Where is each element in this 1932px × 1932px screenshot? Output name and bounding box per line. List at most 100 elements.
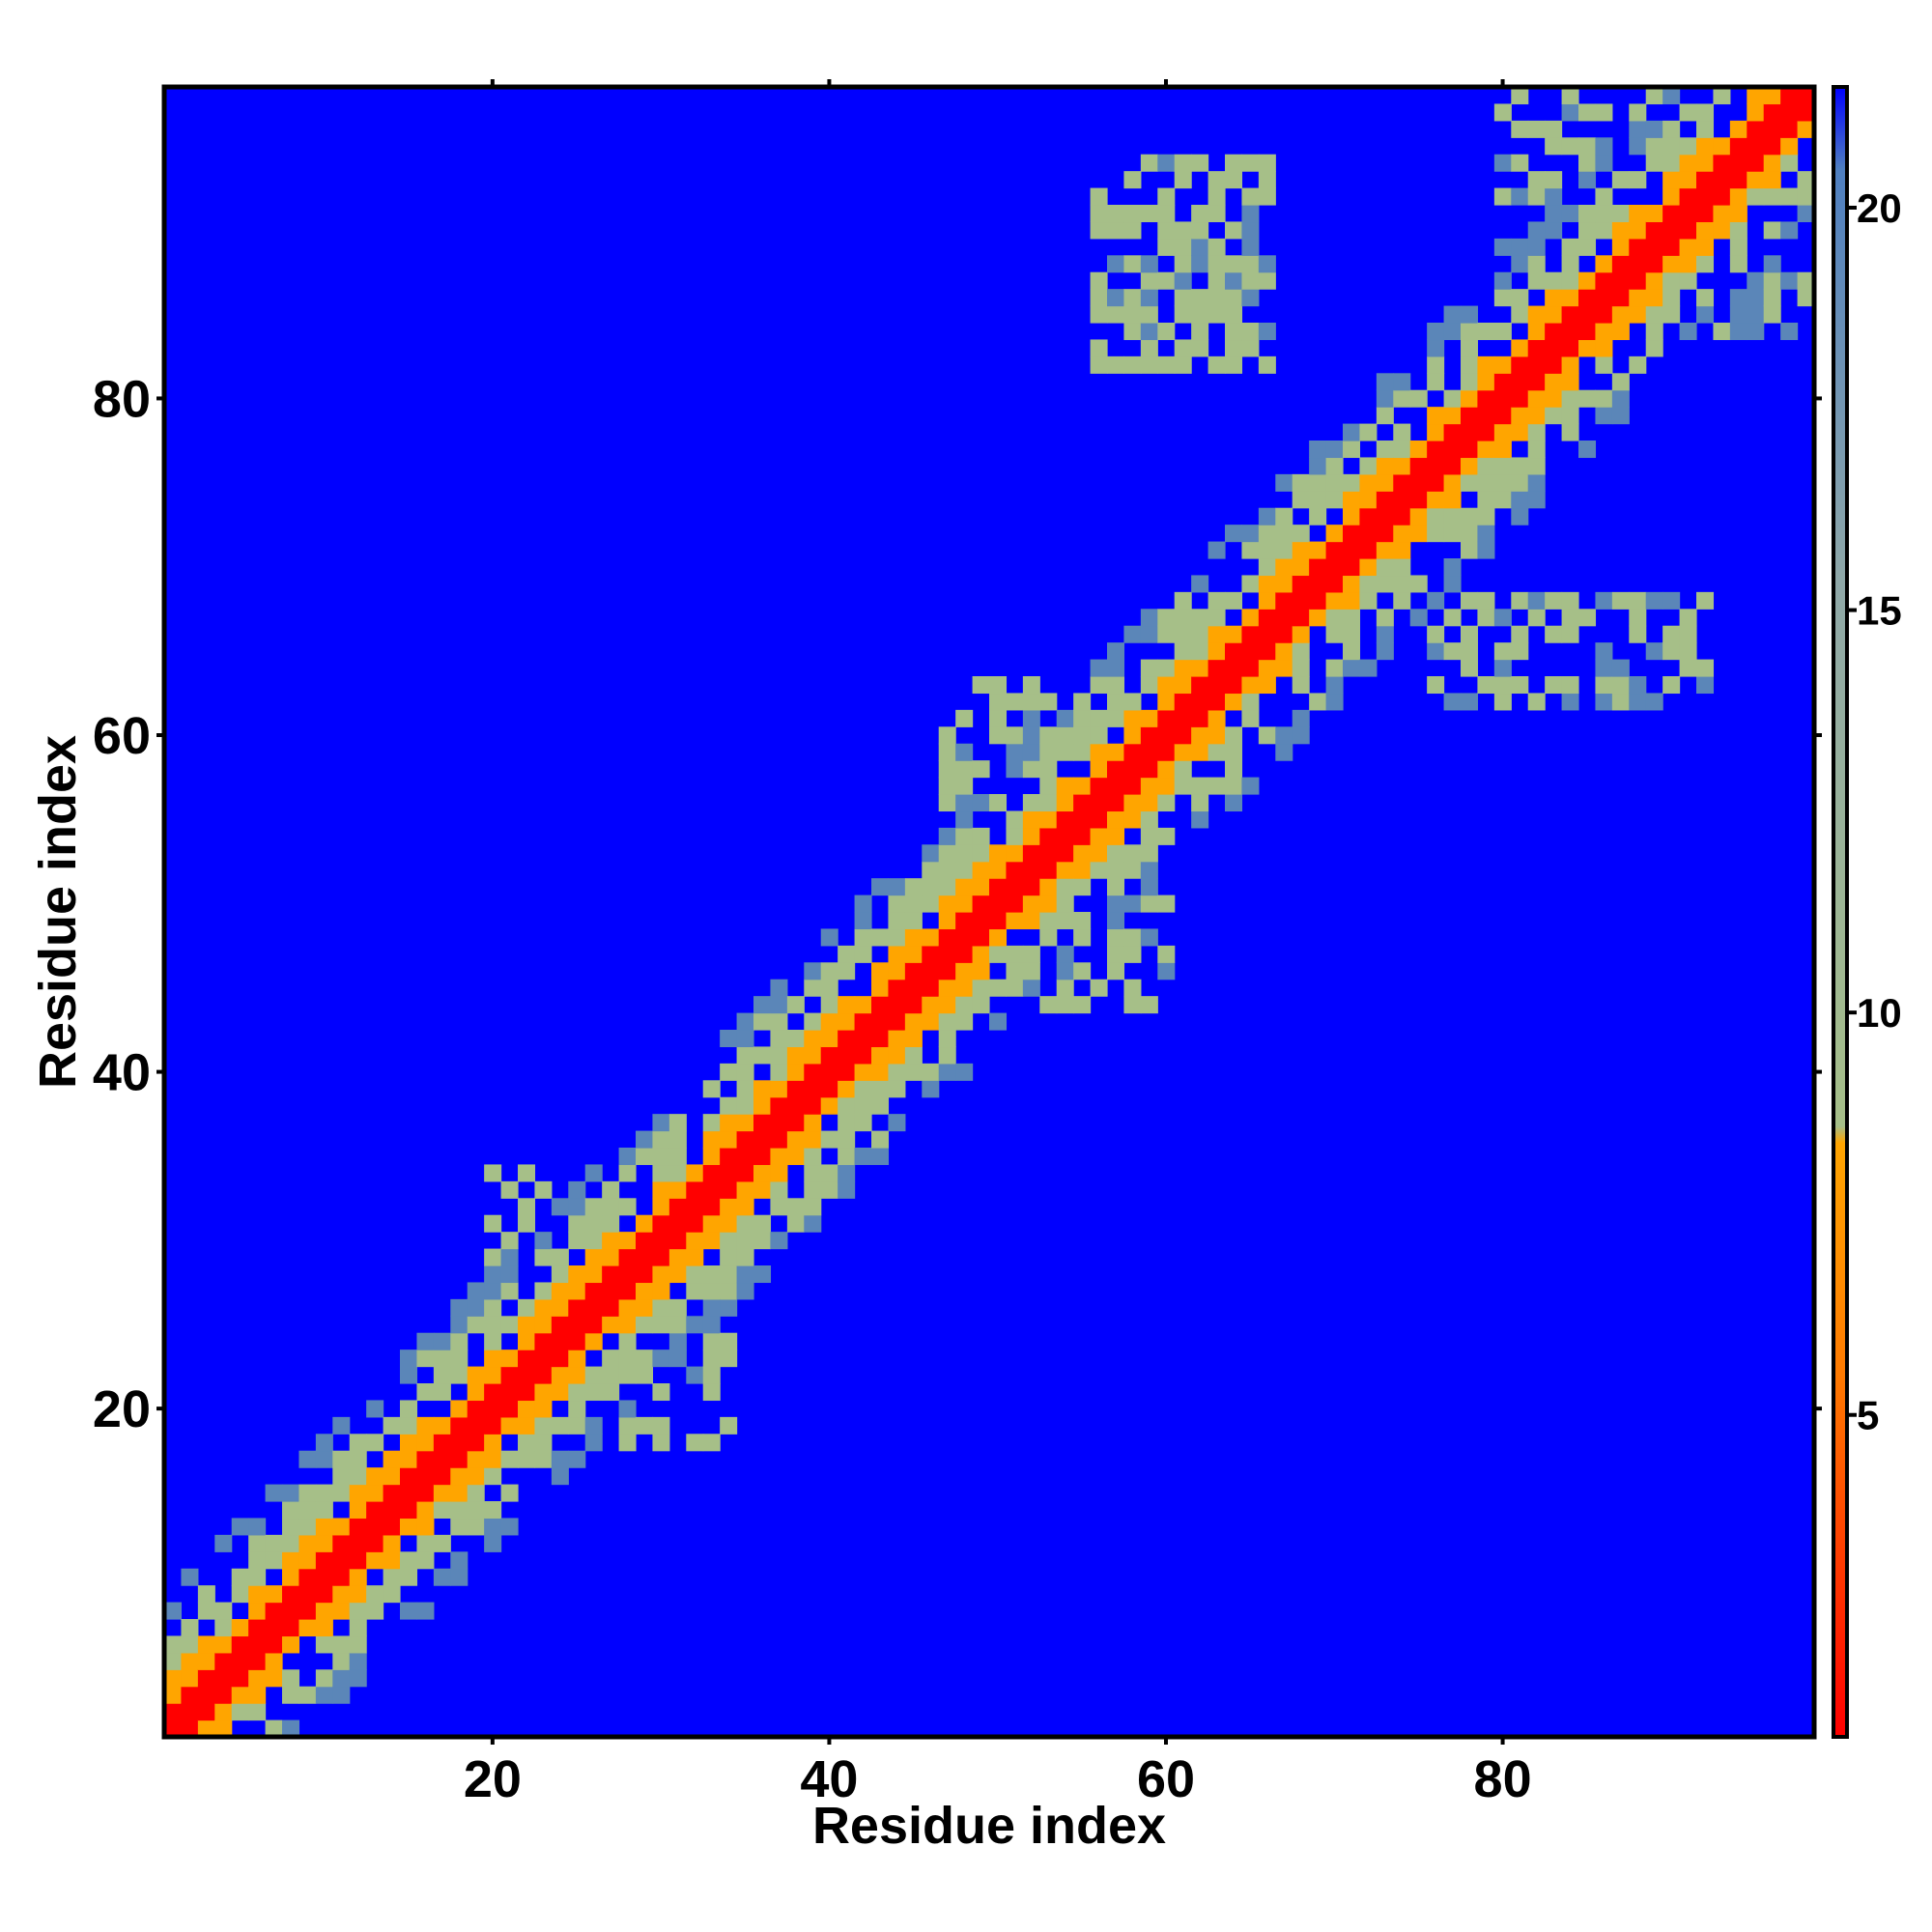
- heatmap-cell: [686, 1180, 704, 1199]
- heatmap-cell: [922, 962, 940, 980]
- heatmap-cell: [652, 1180, 670, 1199]
- heatmap-cell: [1477, 355, 1495, 374]
- heatmap-cell: [1679, 609, 1697, 627]
- heatmap-cell: [1140, 255, 1158, 273]
- heatmap-cell: [972, 760, 990, 779]
- heatmap-cell: [1427, 642, 1445, 661]
- heatmap-cell: [804, 1046, 822, 1065]
- heatmap-cell: [1763, 103, 1781, 122]
- heatmap-cell: [534, 1282, 553, 1300]
- heatmap-cell: [618, 1164, 637, 1182]
- heatmap-cell: [214, 1534, 233, 1552]
- heatmap-cell: [1645, 271, 1663, 290]
- heatmap-cell: [1157, 609, 1176, 627]
- heatmap-cell: [551, 1366, 569, 1384]
- heatmap-cell: [1461, 659, 1479, 677]
- heatmap-cell: [652, 1265, 670, 1284]
- x-tick-label: 20: [464, 1750, 522, 1808]
- heatmap-cell: [1123, 895, 1142, 913]
- heatmap-cell: [416, 1551, 435, 1570]
- heatmap-cell: [1107, 743, 1125, 761]
- heatmap-cell: [652, 1214, 670, 1233]
- heatmap-cell: [922, 945, 940, 963]
- heatmap-cell: [938, 962, 956, 980]
- heatmap-cell: [450, 1350, 469, 1368]
- heatmap-cell: [1443, 473, 1462, 492]
- heatmap-cell: [551, 1265, 569, 1284]
- heatmap-cell: [1309, 473, 1327, 492]
- heatmap-cell: [1006, 945, 1024, 963]
- heatmap-cell: [1645, 339, 1663, 357]
- heatmap-cell: [231, 1635, 249, 1654]
- heatmap-cell: [1258, 154, 1276, 172]
- heatmap-cell: [1157, 323, 1176, 341]
- heatmap-cell: [1006, 979, 1024, 997]
- heatmap-cell: [1123, 221, 1142, 240]
- heatmap-cell: [618, 1434, 637, 1452]
- heatmap-cell: [736, 1046, 754, 1065]
- heatmap-cell: [500, 1232, 519, 1250]
- heatmap-cell: [1595, 137, 1613, 156]
- heatmap-cell: [1241, 676, 1260, 695]
- heatmap-cell: [1527, 221, 1546, 240]
- heatmap-cell: [636, 1148, 654, 1166]
- heatmap-cell: [265, 1534, 283, 1552]
- heatmap-cell: [1225, 289, 1243, 307]
- heatmap-cell: [584, 1434, 603, 1452]
- heatmap-cell: [1275, 473, 1293, 492]
- heatmap-cell: [1056, 945, 1074, 963]
- heatmap-cell: [1056, 979, 1074, 997]
- heatmap-cell: [1527, 389, 1546, 408]
- heatmap-cell: [1208, 642, 1226, 661]
- heatmap-cell: [1157, 760, 1176, 779]
- heatmap-cell: [804, 1063, 822, 1081]
- heatmap-cell: [820, 1046, 838, 1065]
- heatmap-cell: [838, 962, 856, 980]
- heatmap-cell: [1662, 625, 1681, 643]
- heatmap-cell: [938, 912, 956, 930]
- heatmap-cell: [1561, 625, 1579, 643]
- heatmap-cell: [602, 1350, 620, 1368]
- heatmap-cell: [871, 1012, 890, 1031]
- heatmap-cell: [1359, 423, 1378, 441]
- heatmap-cell: [1107, 642, 1125, 661]
- heatmap-cell: [1527, 339, 1546, 357]
- heatmap-cell: [1073, 861, 1092, 879]
- heatmap-cell: [484, 1400, 502, 1418]
- heatmap-cell: [1090, 760, 1108, 779]
- heatmap-cell: [1157, 827, 1176, 845]
- heatmap-cell: [786, 1063, 805, 1081]
- heatmap-cell: [450, 1551, 469, 1570]
- heatmap-cell: [534, 1298, 553, 1317]
- heatmap-cell: [568, 1450, 586, 1468]
- heatmap-cell: [1157, 962, 1176, 980]
- heatmap-cell: [1527, 440, 1546, 459]
- heatmap-cell: [786, 1130, 805, 1149]
- heatmap-cell: [1292, 726, 1310, 745]
- heatmap-cell: [820, 1030, 838, 1048]
- heatmap-cell: [484, 1214, 502, 1233]
- heatmap-cell: [720, 1030, 738, 1048]
- heatmap-cell: [1056, 777, 1074, 795]
- heatmap-cell: [602, 1198, 620, 1216]
- heatmap-cell: [1527, 255, 1546, 273]
- heatmap-cell: [433, 1484, 451, 1502]
- heatmap-cell: [1006, 844, 1024, 863]
- heatmap-cell: [1343, 575, 1361, 593]
- heatmap-cell: [1511, 238, 1529, 256]
- heatmap-cell: [1629, 591, 1647, 610]
- heatmap-cell: [1696, 591, 1715, 610]
- heatmap-cell: [820, 1164, 838, 1182]
- heatmap-cell: [1258, 323, 1276, 341]
- heatmap-cell: [450, 1518, 469, 1536]
- heatmap-cell: [450, 1332, 469, 1350]
- heatmap-cell: [1073, 777, 1092, 795]
- heatmap-cell: [686, 1164, 704, 1182]
- heatmap-cell: [938, 979, 956, 997]
- heatmap-cell: [804, 1080, 822, 1098]
- heatmap-cell: [349, 1551, 367, 1570]
- heatmap-cell: [1191, 238, 1209, 256]
- heatmap-cell: [1477, 525, 1495, 543]
- heatmap-cell: [1511, 423, 1529, 441]
- heatmap-cell: [838, 1046, 856, 1065]
